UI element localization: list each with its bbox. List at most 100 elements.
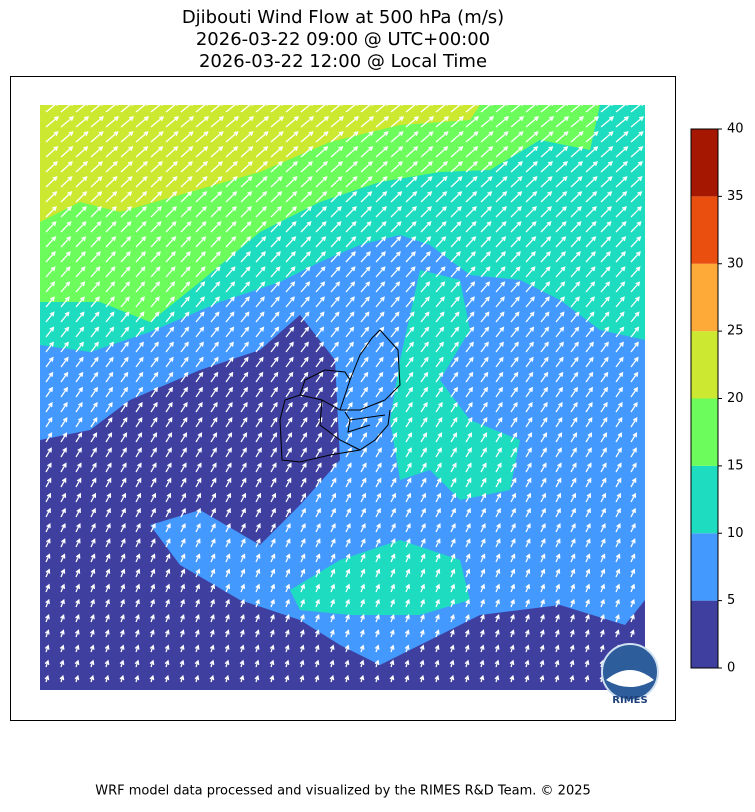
wind-arrow — [195, 447, 202, 458]
wind-arrow — [480, 251, 491, 263]
wind-arrow — [525, 221, 537, 233]
wind-arrow — [120, 326, 130, 338]
wind-arrow — [435, 105, 448, 113]
wind-arrow — [105, 614, 110, 623]
wind-arrow — [60, 191, 73, 203]
wind-arrow — [555, 236, 567, 248]
wind-arrow — [60, 477, 67, 488]
wind-arrow — [615, 146, 629, 158]
wind-arrow — [75, 568, 81, 578]
wind-arrow — [450, 161, 463, 173]
wind-arrow — [450, 538, 456, 548]
wind-arrow — [75, 296, 85, 308]
wind-arrow — [570, 221, 582, 233]
wind-arrow — [270, 105, 283, 113]
wind-arrow — [600, 206, 612, 218]
wind-arrow — [525, 266, 536, 278]
wind-arrow — [225, 522, 231, 533]
wind-arrow — [630, 614, 635, 623]
wind-arrow — [389, 659, 395, 668]
wind-arrow — [525, 311, 535, 323]
wind-arrow — [90, 131, 104, 143]
wind-arrow — [60, 598, 65, 608]
wind-arrow — [630, 598, 635, 608]
wind-arrow — [585, 492, 592, 503]
wind-arrow — [510, 477, 517, 488]
wind-arrow — [495, 462, 502, 473]
wind-arrow — [285, 116, 300, 128]
wind-arrow — [465, 191, 478, 203]
wind-arrow — [465, 206, 477, 218]
wind-arrow — [150, 432, 158, 443]
wind-arrow — [570, 266, 581, 278]
wind-arrow — [630, 326, 640, 338]
wind-arrow — [615, 432, 623, 443]
wind-arrow — [510, 538, 516, 548]
wind-arrow — [315, 522, 321, 533]
wind-arrow — [210, 447, 217, 458]
wind-arrow — [480, 417, 488, 428]
wind-arrow — [465, 251, 476, 263]
wind-arrow — [45, 116, 60, 128]
wind-arrow — [180, 105, 193, 113]
wind-arrow — [599, 629, 605, 638]
wind-arrow — [74, 644, 80, 653]
wind-arrow — [90, 417, 98, 428]
wind-arrow — [165, 176, 178, 188]
wind-arrow — [390, 341, 399, 353]
wind-arrow — [284, 644, 290, 653]
wind-arrow — [600, 105, 613, 113]
wind-arrow — [465, 432, 473, 443]
wind-arrow — [45, 311, 55, 323]
wind-arrow — [375, 462, 382, 473]
wind-arrow — [345, 432, 353, 443]
wind-arrow — [90, 583, 96, 593]
wind-arrow — [225, 221, 237, 233]
wind-arrow — [420, 522, 426, 533]
wind-arrow — [225, 251, 236, 263]
wind-arrow — [90, 105, 103, 113]
wind-arrow — [135, 296, 145, 308]
wind-arrow — [540, 191, 553, 203]
wind-arrow — [510, 553, 516, 563]
wind-arrow — [285, 598, 290, 608]
wind-arrow — [90, 251, 101, 263]
wind-arrow — [225, 462, 232, 473]
wind-arrow — [360, 326, 370, 338]
wind-arrow — [224, 674, 230, 683]
wind-region — [290, 540, 470, 615]
wind-arrow — [630, 341, 639, 353]
wind-arrow — [375, 191, 388, 203]
wind-arrow — [570, 251, 581, 263]
wind-arrow — [195, 583, 201, 593]
wind-arrow — [405, 116, 420, 128]
wind-arrow — [525, 105, 538, 113]
wind-arrow — [45, 206, 57, 218]
wind-arrow — [44, 674, 50, 683]
wind-arrow — [210, 614, 215, 623]
wind-arrow — [555, 417, 563, 428]
wind-arrow — [120, 568, 126, 578]
wind-arrow — [390, 432, 398, 443]
wind-arrow — [60, 417, 68, 428]
wind-arrow — [179, 659, 185, 668]
wind-arrow — [435, 583, 441, 593]
wind-arrow — [225, 131, 239, 143]
wind-arrow — [360, 116, 375, 128]
wind-arrow — [630, 417, 638, 428]
wind-arrow — [135, 447, 142, 458]
wind-arrow — [570, 417, 578, 428]
wind-arrow — [464, 659, 470, 668]
wind-arrows — [44, 105, 645, 683]
wind-arrow — [195, 131, 209, 143]
wind-arrow — [525, 401, 533, 413]
wind-arrow — [315, 432, 323, 443]
wind-arrow — [300, 568, 306, 578]
wind-arrow — [375, 266, 386, 278]
wind-arrow — [555, 176, 568, 188]
wind-arrow — [45, 296, 55, 308]
wind-arrow — [224, 629, 230, 638]
wind-arrow — [480, 311, 490, 323]
wind-arrow — [510, 176, 523, 188]
